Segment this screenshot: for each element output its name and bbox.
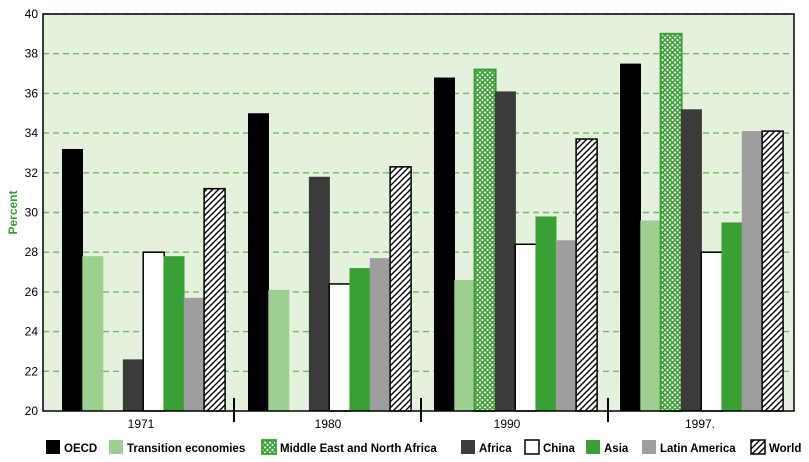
legend-label: Middle East and North Africa xyxy=(280,443,437,455)
legend-swatch-asia xyxy=(586,440,600,454)
bar-oecd-1971 xyxy=(62,148,83,412)
y-axis-label: Percent xyxy=(6,190,20,234)
bar-latin-america-1971 xyxy=(183,297,205,411)
legend-label: World xyxy=(769,443,801,455)
bar-world-1980 xyxy=(389,166,412,412)
bar-asia-1980 xyxy=(349,268,371,411)
legend-swatch-transition-economies xyxy=(109,440,123,454)
bar-oecd-1990 xyxy=(434,77,455,412)
bar-africa-1971 xyxy=(122,359,144,411)
bar-oecd-1997 xyxy=(620,63,641,411)
legend-label: OECD xyxy=(64,443,97,455)
bar-africa-1990 xyxy=(494,91,516,411)
plot-border xyxy=(42,13,795,412)
bar-china-1971 xyxy=(142,251,165,412)
bar-transition-economies-1990 xyxy=(454,279,476,411)
legend-swatch-world xyxy=(750,439,766,455)
bar-latin-america-1980 xyxy=(369,258,391,411)
y-tick-label: 26 xyxy=(25,285,39,299)
y-tick-label: 32 xyxy=(25,166,39,180)
bar-middle-east-and-north-africa-1990 xyxy=(473,68,497,413)
y-tick-label: 40 xyxy=(25,7,39,21)
x-tick-label: 1990 xyxy=(494,417,521,431)
bar-latin-america-1990 xyxy=(555,240,577,411)
legend-swatch-africa xyxy=(461,440,475,454)
bar-world-1997 xyxy=(761,130,784,412)
legend-swatch-oecd xyxy=(46,440,60,454)
y-tick-label: 22 xyxy=(25,364,39,378)
y-tick-label: 20 xyxy=(25,404,39,418)
bar-transition-economies-1997 xyxy=(640,220,662,411)
x-tick-label: 1997. xyxy=(685,417,715,431)
bar-middle-east-and-north-africa-1997 xyxy=(659,32,683,412)
legend-label: Asia xyxy=(604,443,629,455)
x-tick-label: 1971 xyxy=(128,417,155,431)
y-tick-label: 28 xyxy=(25,245,39,259)
bar-oecd-1980 xyxy=(248,113,269,411)
y-tick-label: 38 xyxy=(25,47,39,61)
y-tick-label: 36 xyxy=(25,86,39,100)
legend-swatch-china xyxy=(524,439,540,455)
legend-swatch-latin-america xyxy=(642,440,656,454)
bar-transition-economies-1980 xyxy=(268,289,290,411)
bar-asia-1997 xyxy=(721,222,743,411)
bar-china-1997 xyxy=(700,251,723,412)
bar-asia-1990 xyxy=(535,216,557,411)
bar-asia-1971 xyxy=(163,256,185,411)
y-tick-label: 34 xyxy=(25,126,39,140)
bar-latin-america-1997 xyxy=(741,131,763,412)
y-tick-label: 30 xyxy=(25,206,39,220)
legend-label: Africa xyxy=(479,443,512,455)
bar-world-1990 xyxy=(575,138,598,412)
x-tick-label: 1980 xyxy=(315,417,342,431)
bar-china-1980 xyxy=(328,283,351,412)
bar-world-1971 xyxy=(203,187,226,412)
bar-africa-1997 xyxy=(680,109,702,411)
bar-china-1990 xyxy=(514,243,537,412)
bar-transition-economies-1971 xyxy=(82,256,104,411)
y-tick-label: 24 xyxy=(25,325,39,339)
legend-label: China xyxy=(543,443,576,455)
bar-africa-1980 xyxy=(308,176,330,411)
legend-label: Transition economies xyxy=(127,443,245,455)
legend-label: Latin America xyxy=(660,443,736,455)
legend-swatch-middle-east-and-north-africa xyxy=(261,439,277,455)
